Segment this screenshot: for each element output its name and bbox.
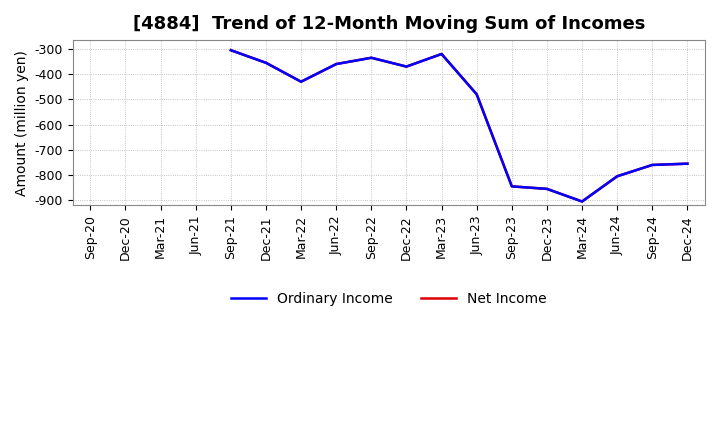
Y-axis label: Amount (million yen): Amount (million yen) [15, 50, 29, 196]
Title: [4884]  Trend of 12-Month Moving Sum of Incomes: [4884] Trend of 12-Month Moving Sum of I… [132, 15, 645, 33]
Legend: Ordinary Income, Net Income: Ordinary Income, Net Income [226, 286, 552, 312]
